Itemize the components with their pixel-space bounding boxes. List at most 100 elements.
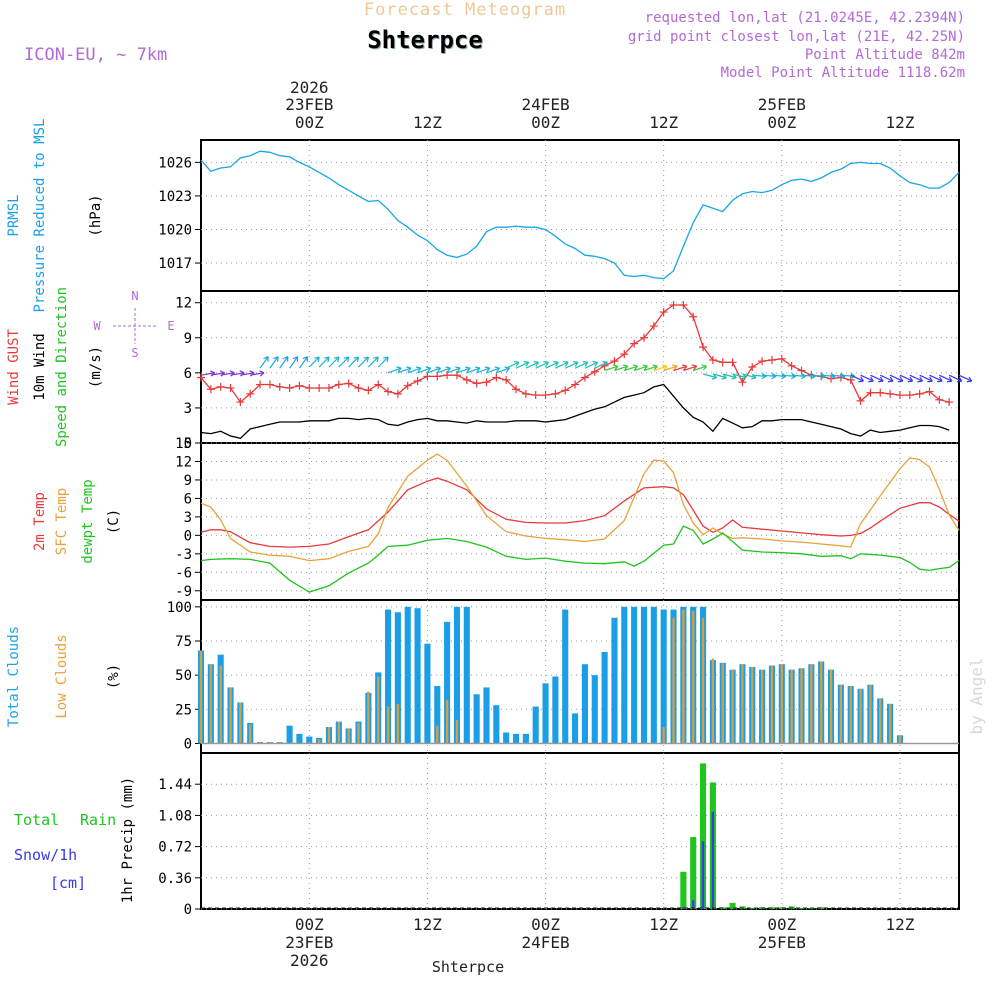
series-label: 2m Temp <box>32 492 48 551</box>
y-tick-label: 3 <box>184 510 192 526</box>
y-tick-label: 15 <box>175 436 192 452</box>
wind-arrow <box>821 374 836 378</box>
wind-arrow <box>210 372 225 376</box>
wind-arrow-head <box>946 376 953 383</box>
series-label: Low Clouds <box>54 634 70 718</box>
wind-arrows <box>200 356 973 383</box>
bar <box>542 683 549 744</box>
bar <box>721 662 724 744</box>
gust-marker <box>305 384 314 393</box>
wind-arrow <box>594 361 608 369</box>
panel-ylabel: (C) <box>106 509 122 534</box>
gust-marker <box>895 391 904 400</box>
wind-arrow <box>879 374 894 382</box>
gust-marker <box>571 380 580 389</box>
gust-marker <box>699 343 708 352</box>
wind-arrow-head <box>455 366 461 373</box>
bar <box>512 733 520 744</box>
bar <box>522 733 529 744</box>
wind-arrow <box>358 356 369 368</box>
bar <box>729 902 736 909</box>
y-tick-label: -3 <box>175 547 192 563</box>
bar <box>483 687 490 744</box>
gust-marker <box>659 308 668 317</box>
wind-arrow <box>259 356 269 369</box>
wind-arrow-head <box>383 356 389 363</box>
wind-arrow <box>298 356 308 369</box>
wind-arrow-head <box>363 356 369 363</box>
wind-arrow-head <box>671 364 678 371</box>
gust-marker <box>738 378 747 387</box>
bar <box>377 676 380 744</box>
wind-arrow <box>564 361 579 369</box>
wind-arrow <box>929 374 943 382</box>
wind-arrow-head <box>474 366 481 373</box>
gust-marker <box>580 373 589 382</box>
y-tick-label: 6 <box>184 366 192 382</box>
panel-ylabel: (hPa) <box>88 194 104 236</box>
gust-marker <box>876 388 885 397</box>
bar <box>384 609 392 744</box>
wind-arrow-head <box>513 361 520 367</box>
wind-arrow <box>781 374 796 378</box>
gust-marker <box>256 380 265 389</box>
series-line <box>200 525 960 593</box>
bar <box>414 608 421 744</box>
bar <box>700 763 707 909</box>
bar <box>808 908 815 910</box>
gust-marker <box>374 380 383 389</box>
wind-arrow-head <box>543 361 549 367</box>
axis-hour-label: 00Z <box>295 113 324 132</box>
gust-marker <box>856 396 865 405</box>
wind-arrow <box>909 374 923 382</box>
axis-hour-label: 12Z <box>885 113 914 132</box>
series-label: Pressure Reduced to MSL <box>32 119 48 313</box>
wind-arrow <box>889 374 904 382</box>
wind-arrow <box>791 374 806 378</box>
bar <box>749 908 756 910</box>
wind-arrow-head <box>878 376 884 383</box>
gust-marker <box>472 379 481 388</box>
wind-arrow-head <box>858 376 864 383</box>
axis-hour-label: 00Z <box>767 113 796 132</box>
gust-marker <box>324 384 333 393</box>
wind-arrow-head <box>662 364 668 371</box>
model-altitude: Model Point Altitude 1118.62m <box>721 65 965 81</box>
wind-arrow <box>919 374 933 382</box>
bar <box>751 666 754 744</box>
wind-arrow-head <box>868 376 874 383</box>
bar <box>199 650 203 744</box>
wind-arrow-head <box>445 366 451 373</box>
gust-marker <box>787 361 796 370</box>
wind-arrow-head <box>887 376 894 383</box>
wind-arrow-head <box>494 366 501 373</box>
series-label: Wind GUST <box>6 329 22 405</box>
gust-marker <box>403 381 412 390</box>
gust-marker <box>679 301 688 310</box>
axis-date-label: 25FEB <box>758 95 806 114</box>
wind-arrow-head <box>406 366 412 373</box>
wind-arrow <box>397 367 412 374</box>
wind-arrow <box>555 361 569 369</box>
wind-arrow <box>515 361 529 369</box>
bar <box>286 725 293 744</box>
bar <box>888 703 892 744</box>
bar <box>660 609 667 744</box>
wind-arrow-head <box>917 376 923 383</box>
bar <box>682 609 685 744</box>
gust-marker <box>265 380 274 389</box>
wind-arrow <box>377 356 389 368</box>
wind-arrow <box>348 356 359 368</box>
wind-arrow <box>220 372 235 376</box>
series-label: SFC Temp <box>54 488 70 555</box>
wind-arrow <box>830 374 846 378</box>
gust-marker <box>512 385 521 394</box>
axis-hour-label: 12Z <box>413 113 442 132</box>
gust-marker <box>206 385 215 394</box>
y-tick-label: 25 <box>175 702 192 718</box>
wind-arrow-head <box>622 364 629 371</box>
panel-2: 0 3 6 9 12 (m/s) Wind GUST 10m Wind Speed and Di… <box>6 287 960 452</box>
wind-arrow-head <box>897 376 904 383</box>
wind-arrow <box>584 361 598 369</box>
